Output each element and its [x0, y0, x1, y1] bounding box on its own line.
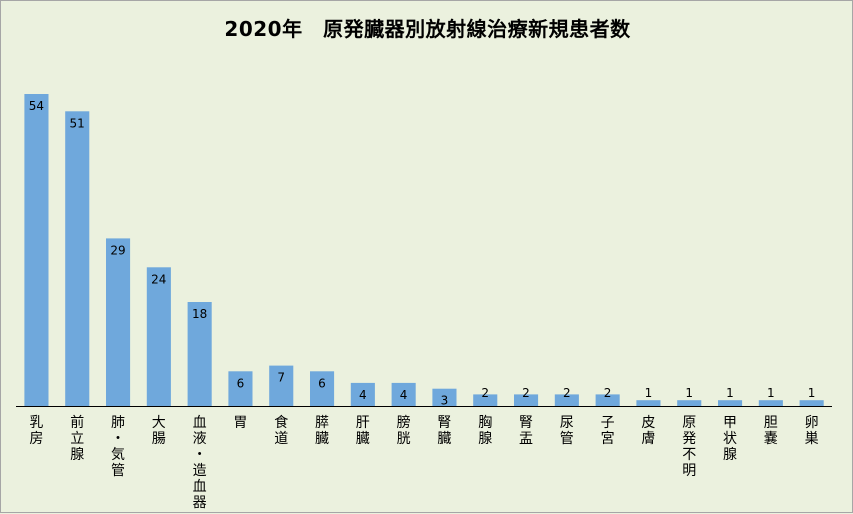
- category-label: 腎臓: [437, 415, 451, 447]
- bar: [636, 400, 661, 406]
- bar: [24, 94, 49, 406]
- category-label: 胆嚢: [764, 415, 778, 447]
- category-label: 胸腺: [478, 415, 492, 447]
- data-label: 1: [645, 386, 653, 400]
- bar: [65, 111, 90, 407]
- bar: [473, 394, 498, 406]
- bar: [718, 400, 743, 406]
- data-label: 29: [110, 243, 125, 257]
- category-label: 尿管: [560, 415, 574, 447]
- data-label: 1: [726, 386, 734, 400]
- bar: [106, 238, 131, 406]
- bar: [799, 400, 824, 406]
- bars-group: [24, 94, 824, 407]
- data-label: 51: [70, 116, 85, 130]
- bar: [758, 400, 783, 406]
- category-label: 胃: [233, 415, 247, 431]
- bar: [514, 394, 539, 406]
- data-label: 2: [604, 386, 612, 400]
- bar: [146, 267, 171, 406]
- data-label: 1: [767, 386, 775, 400]
- category-label: 原発不明: [682, 415, 696, 479]
- category-label: 膵臓: [315, 415, 329, 447]
- category-label: 卵巣: [805, 415, 819, 447]
- data-label: 18: [192, 307, 207, 321]
- data-label: 4: [359, 388, 367, 402]
- bar: [350, 382, 375, 406]
- bar: [595, 394, 620, 406]
- bar: [187, 302, 212, 406]
- data-label: 6: [318, 376, 326, 390]
- value-labels-group: 54 51 29 24 18 6 7 6 4 4 3 2 2 2 2 1 1 1 1 1: [29, 99, 816, 408]
- category-label: 甲状腺: [723, 415, 737, 463]
- data-label: 7: [277, 371, 285, 385]
- data-label: 2: [522, 386, 530, 400]
- data-label: 1: [808, 386, 816, 400]
- bar: [554, 394, 579, 406]
- category-label: 前立腺: [70, 414, 84, 463]
- category-label: 肝臓: [356, 415, 370, 447]
- data-label: 54: [29, 99, 44, 113]
- bar: [228, 371, 253, 406]
- bar: [391, 382, 416, 406]
- data-label: 2: [563, 386, 571, 400]
- bar: [310, 371, 335, 406]
- data-label: 4: [400, 388, 408, 402]
- category-label: 子宮: [601, 415, 615, 447]
- category-label: 皮膚: [641, 415, 655, 447]
- category-label: 乳房: [29, 415, 43, 447]
- category-label: 食道: [274, 414, 288, 447]
- data-label: 3: [441, 394, 449, 408]
- data-label: 24: [151, 272, 166, 286]
- chart-title: 2020年 原発臓器別放射線治療新規患者数: [224, 17, 631, 41]
- bar: [432, 388, 457, 406]
- category-label: 大腸: [152, 415, 166, 447]
- category-labels-group: 乳房 前立腺 肺・気管 大腸 血液・造血器 胃 食道膵臓肝臓膀胱腎臓胸腺腎盂尿管子宮皮膚原発…: [29, 414, 818, 511]
- data-label: 6: [237, 376, 245, 390]
- bar: [677, 400, 702, 406]
- category-label: 血液・造血器: [193, 415, 207, 511]
- category-label: 肺・気管: [111, 415, 125, 479]
- bar: [269, 365, 294, 406]
- data-label: 1: [685, 386, 693, 400]
- data-label: 2: [481, 386, 489, 400]
- category-label: 腎盂: [519, 415, 533, 447]
- category-label: 膀胱: [397, 414, 411, 447]
